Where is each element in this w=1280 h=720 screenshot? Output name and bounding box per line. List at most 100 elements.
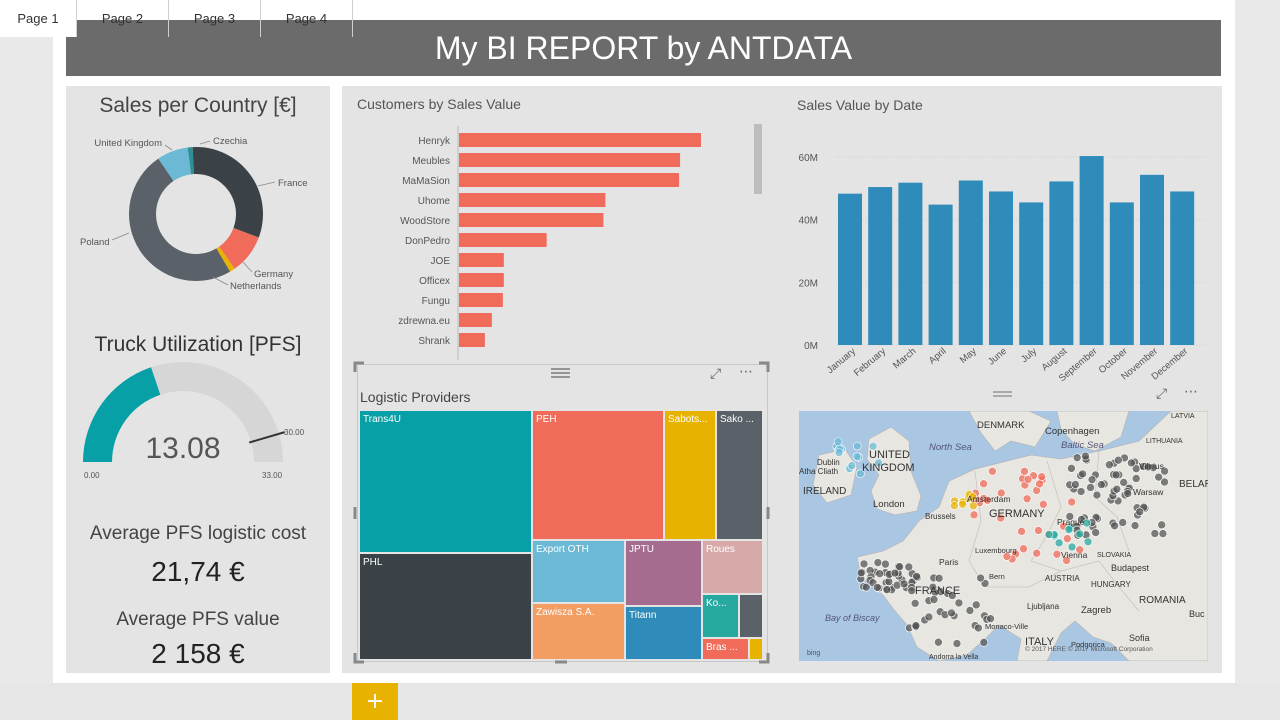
map-point[interactable]: [1158, 529, 1168, 538]
map-point[interactable]: [873, 583, 882, 592]
map-point[interactable]: [1110, 521, 1119, 531]
map-point[interactable]: [1023, 475, 1033, 484]
map-point[interactable]: [892, 580, 902, 590]
map-point[interactable]: [1064, 525, 1074, 534]
map-point[interactable]: [1131, 474, 1141, 483]
map-more-options-icon[interactable]: ⋯: [1184, 384, 1198, 400]
map-point[interactable]: [1092, 490, 1102, 500]
map-point[interactable]: [988, 466, 997, 476]
map-point[interactable]: [847, 461, 857, 470]
map-point[interactable]: [971, 600, 981, 610]
map-point[interactable]: [833, 437, 843, 447]
map-point[interactable]: [904, 562, 914, 572]
map-point[interactable]: [1052, 549, 1062, 559]
map-point[interactable]: [875, 569, 884, 578]
map-point[interactable]: [1035, 479, 1044, 489]
map-point[interactable]: [907, 586, 917, 596]
tab-page-3[interactable]: Page 3: [169, 0, 261, 37]
map-point[interactable]: [1135, 507, 1145, 517]
more-options-icon[interactable]: ⋯: [739, 364, 754, 380]
map-point[interactable]: [882, 585, 892, 595]
map-point[interactable]: [1112, 484, 1122, 494]
map-point[interactable]: [979, 638, 989, 647]
map-point[interactable]: [1097, 480, 1106, 489]
map-point[interactable]: [1078, 469, 1087, 479]
map-point[interactable]: [958, 499, 967, 509]
add-page-button[interactable]: +: [352, 683, 398, 720]
map-point[interactable]: [884, 577, 894, 586]
map-point[interactable]: [1022, 494, 1032, 504]
map-point[interactable]: [912, 572, 921, 581]
tab-page-2[interactable]: Page 2: [77, 0, 169, 37]
map-point[interactable]: [1065, 512, 1075, 521]
treemap-phl[interactable]: PHL: [359, 553, 532, 660]
treemap-ko[interactable]: Ko...: [702, 594, 739, 638]
map-point[interactable]: [1111, 470, 1121, 480]
map-point[interactable]: [1157, 520, 1166, 530]
map-point[interactable]: [928, 582, 938, 592]
map-point[interactable]: [1130, 521, 1140, 530]
map-point[interactable]: [1067, 542, 1077, 552]
map-point[interactable]: [1143, 462, 1153, 472]
map-point[interactable]: [881, 559, 890, 569]
treemap-zawisza[interactable]: Zawisza S.A.: [532, 603, 625, 660]
map-point[interactable]: [969, 501, 978, 511]
map-point[interactable]: [910, 599, 920, 608]
map-point[interactable]: [1118, 518, 1128, 527]
map-point[interactable]: [868, 441, 878, 451]
map-point[interactable]: [1020, 467, 1029, 476]
map-point[interactable]: [911, 621, 921, 630]
map-point[interactable]: [1067, 497, 1077, 507]
map-point[interactable]: [1039, 500, 1048, 509]
map-point[interactable]: [1083, 537, 1093, 547]
map-point[interactable]: [861, 582, 871, 592]
map-point[interactable]: [934, 573, 944, 583]
map-point[interactable]: [1075, 529, 1085, 539]
map-point[interactable]: [895, 562, 904, 572]
map-point[interactable]: [1150, 529, 1160, 538]
map-point[interactable]: [834, 448, 844, 457]
treemap-roues[interactable]: Roues: [702, 540, 763, 594]
map-point[interactable]: [934, 637, 943, 647]
map-point[interactable]: [1105, 460, 1114, 470]
map-point[interactable]: [852, 452, 862, 461]
map-point[interactable]: [1087, 475, 1097, 484]
map-point[interactable]: [1019, 544, 1028, 554]
map-point[interactable]: [954, 598, 964, 608]
map-point[interactable]: [1081, 451, 1090, 461]
treemap-export-oth[interactable]: Export OTH: [532, 540, 625, 603]
map-point[interactable]: [856, 469, 865, 479]
map-point[interactable]: [856, 568, 866, 578]
map-point[interactable]: [1154, 472, 1163, 482]
map-point[interactable]: [1067, 464, 1076, 473]
focus-mode-icon[interactable]: ⤢: [710, 366, 722, 382]
treemap-small-yellow[interactable]: [749, 638, 763, 660]
tab-page-1[interactable]: Page 1: [0, 0, 77, 37]
map-point[interactable]: [890, 568, 900, 578]
map-point[interactable]: [1032, 548, 1042, 558]
map-point[interactable]: [1091, 528, 1100, 537]
map-point[interactable]: [873, 558, 883, 567]
map-point[interactable]: [979, 479, 988, 489]
map-point[interactable]: [1037, 472, 1047, 481]
map-point[interactable]: [1127, 458, 1136, 468]
tab-page-4[interactable]: Page 4: [261, 0, 353, 37]
map-point[interactable]: [1119, 478, 1129, 487]
map-point[interactable]: [859, 559, 869, 569]
treemap-trans4u[interactable]: Trans4U: [359, 410, 532, 553]
map-point[interactable]: [1034, 526, 1043, 535]
map-point[interactable]: [983, 496, 992, 505]
map-point[interactable]: [952, 639, 962, 648]
map-point[interactable]: [1160, 466, 1169, 476]
map-point[interactable]: [924, 612, 934, 622]
treemap-titann[interactable]: Titann: [625, 606, 702, 660]
map-point[interactable]: [976, 573, 985, 583]
map-point[interactable]: [1062, 556, 1071, 565]
map-point[interactable]: [947, 608, 956, 618]
map-point[interactable]: [1086, 483, 1095, 492]
map-point[interactable]: [1082, 518, 1092, 528]
map-point[interactable]: [874, 458, 883, 468]
treemap-jptu[interactable]: JPTU: [625, 540, 702, 606]
map-point[interactable]: [929, 595, 939, 604]
treemap-sabots[interactable]: Sabots...: [664, 410, 716, 540]
